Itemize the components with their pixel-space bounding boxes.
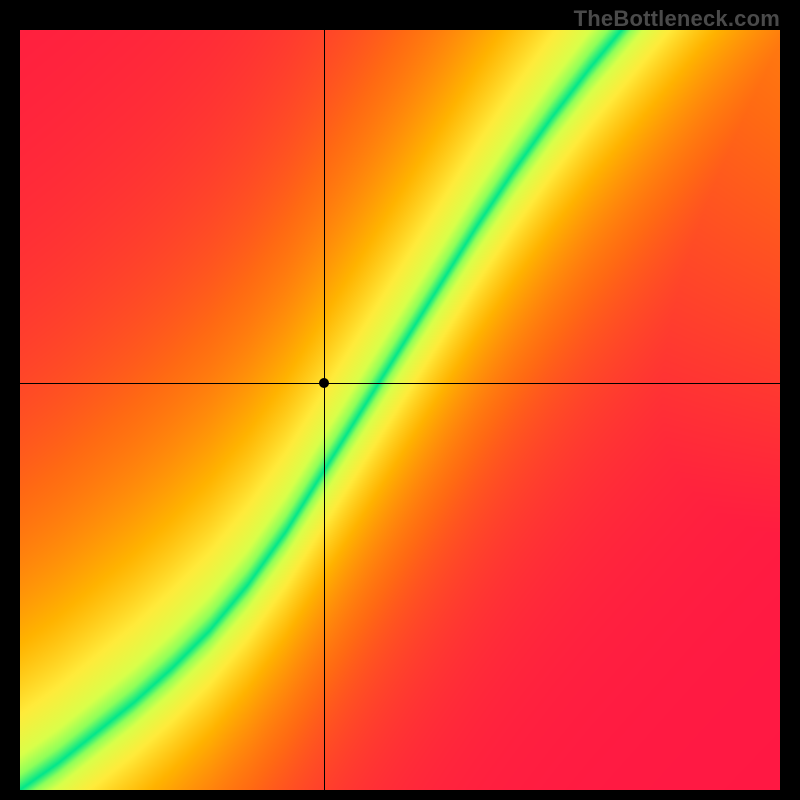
plot-area <box>20 30 780 790</box>
chart-frame: TheBottleneck.com <box>0 0 800 800</box>
crosshair-point <box>319 378 329 388</box>
heatmap-canvas <box>20 30 780 790</box>
crosshair-horizontal <box>20 383 780 384</box>
watermark-text: TheBottleneck.com <box>574 6 780 32</box>
crosshair-vertical <box>324 30 325 790</box>
